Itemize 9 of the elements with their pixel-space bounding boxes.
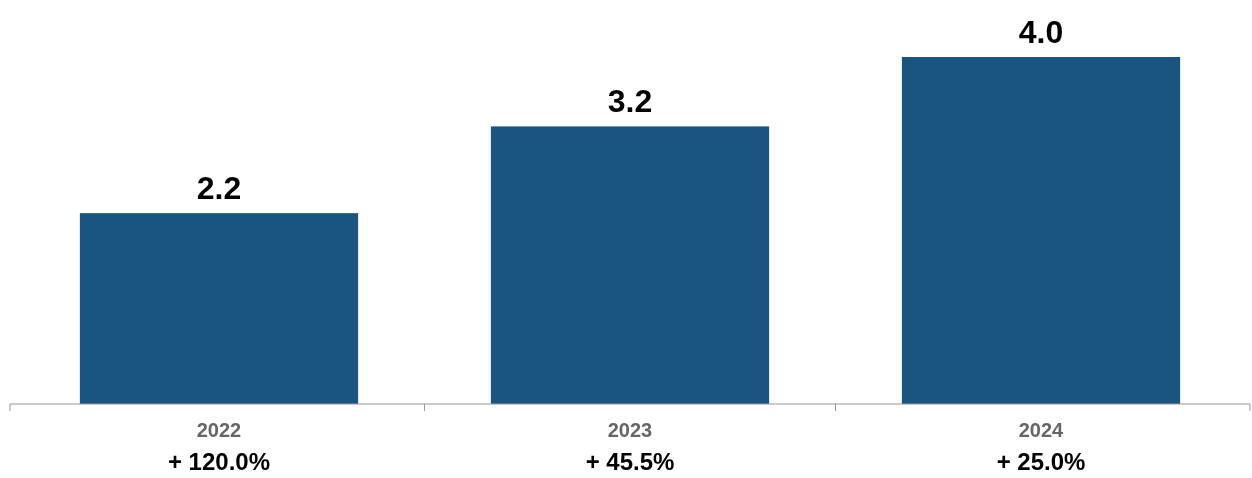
text: + 45.5% <box>585 448 675 475</box>
data-label: 2.2 <box>196 170 242 207</box>
x-tick-label: 2022 <box>196 419 242 441</box>
data-label: 3.2 <box>607 83 653 120</box>
x-tick-label: 2023 <box>607 419 653 441</box>
data-label: 4.0 <box>1018 14 1064 50</box>
text: + 120.0% <box>167 448 271 475</box>
text: + 25.0% <box>996 448 1086 475</box>
x-tick-label: 2024 <box>1018 419 1065 441</box>
